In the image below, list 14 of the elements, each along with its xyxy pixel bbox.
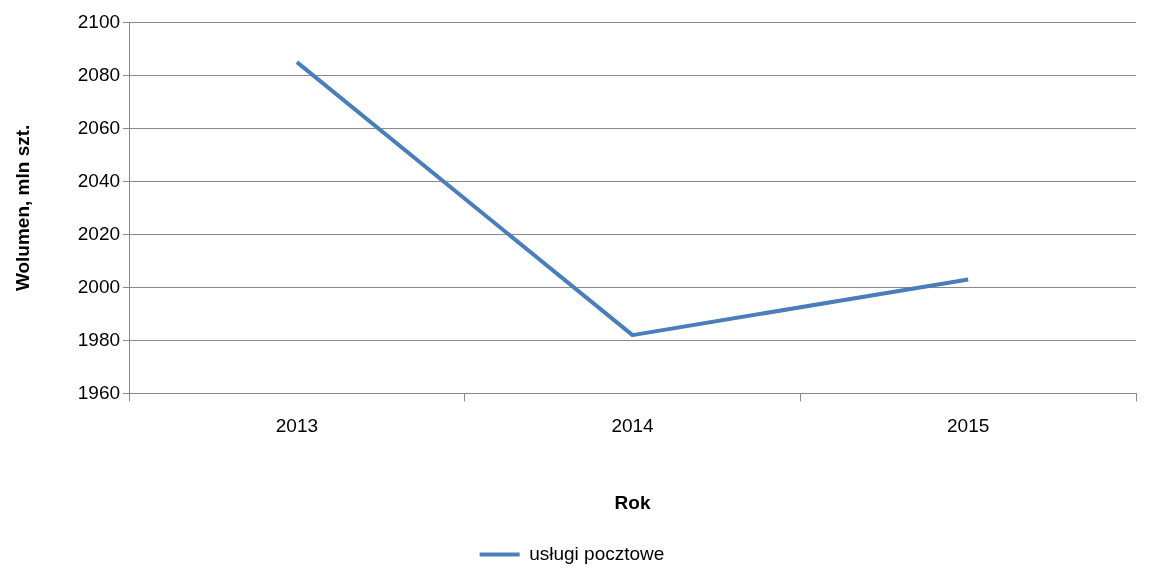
y-axis-title: Wolumen, mln szt. bbox=[11, 124, 33, 292]
x-axis-title: Rok bbox=[614, 491, 651, 513]
y-tick-label: 2000 bbox=[77, 275, 121, 297]
y-tick-label: 2040 bbox=[77, 169, 121, 191]
y-tick-label: 2060 bbox=[77, 116, 121, 138]
x-tick-label: 2014 bbox=[611, 415, 655, 437]
legend-label: usługi pocztowe bbox=[529, 542, 665, 564]
y-tick-label: 2080 bbox=[77, 63, 121, 85]
y-tick-label: 1960 bbox=[77, 381, 121, 403]
x-tick-label: 2015 bbox=[947, 415, 990, 437]
x-tick-label: 2013 bbox=[275, 415, 319, 437]
y-tick-label: 2020 bbox=[77, 222, 121, 244]
y-tick-label: 2100 bbox=[77, 10, 121, 32]
y-tick-label: 1980 bbox=[77, 328, 121, 350]
